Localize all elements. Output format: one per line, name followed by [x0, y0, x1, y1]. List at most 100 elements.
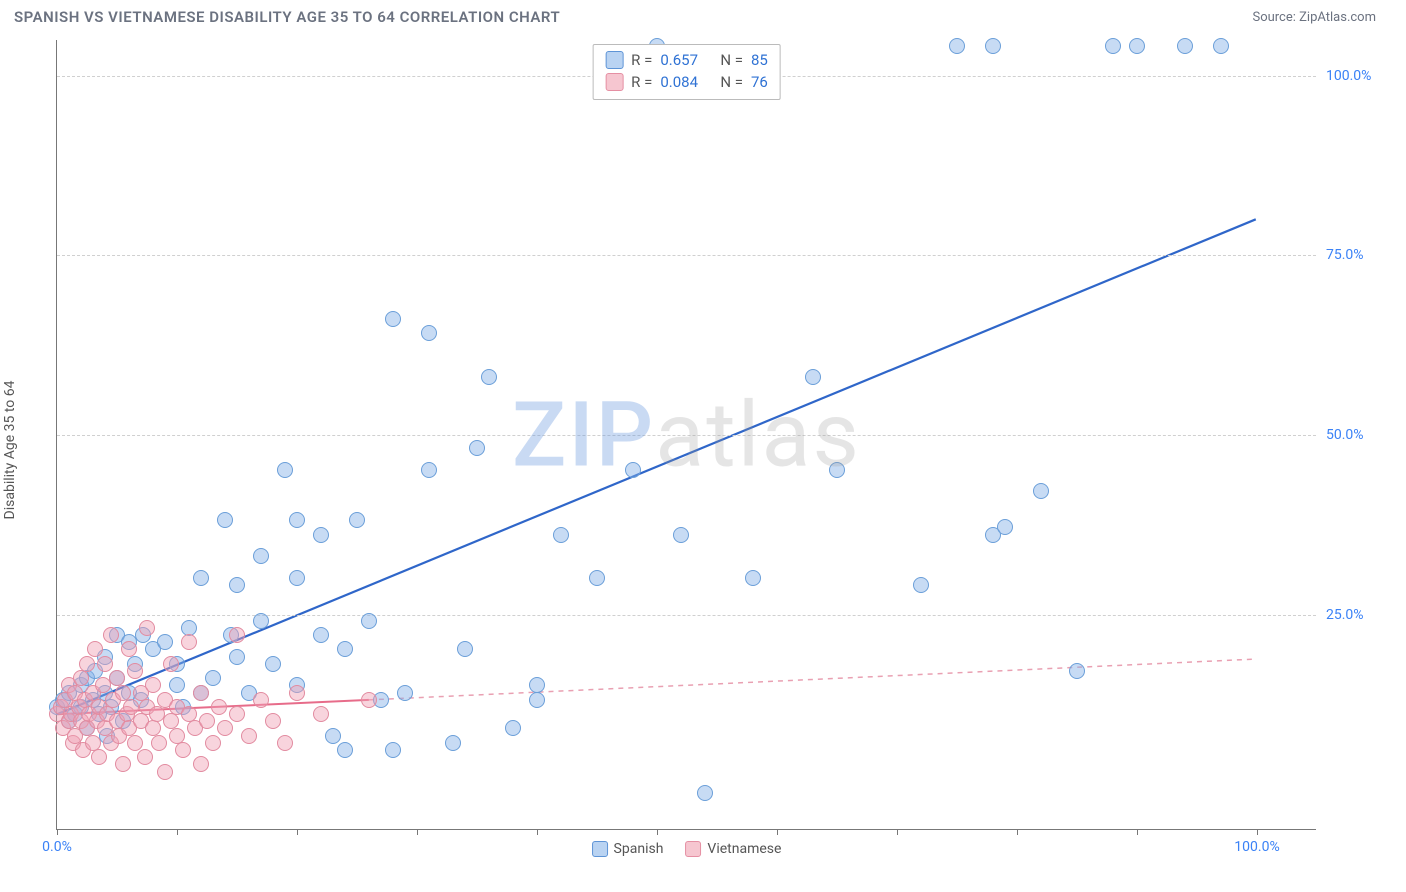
y-tick-label: 25.0% — [1326, 607, 1386, 623]
data-point — [103, 627, 119, 643]
data-point — [313, 706, 329, 722]
data-point — [505, 720, 521, 736]
data-point — [253, 548, 269, 564]
data-point — [289, 685, 305, 701]
data-point — [137, 749, 153, 765]
data-point — [121, 641, 137, 657]
data-point — [1033, 483, 1049, 499]
data-point — [529, 677, 545, 693]
data-point — [1105, 38, 1121, 54]
data-point — [1069, 663, 1085, 679]
data-point — [253, 613, 269, 629]
data-point — [229, 706, 245, 722]
data-point — [205, 735, 221, 751]
data-point — [745, 570, 761, 586]
data-point — [217, 512, 233, 528]
data-point — [385, 742, 401, 758]
data-point — [469, 440, 485, 456]
y-tick-label: 50.0% — [1326, 427, 1386, 443]
data-point — [949, 38, 965, 54]
data-point — [157, 634, 173, 650]
data-point — [337, 641, 353, 657]
legend-series: Spanish Vietnamese — [592, 841, 782, 857]
data-point — [79, 656, 95, 672]
data-point — [211, 699, 227, 715]
data-point — [349, 512, 365, 528]
source-link[interactable]: ZipAtlas.com — [1299, 10, 1376, 25]
data-point — [175, 742, 191, 758]
data-point — [289, 570, 305, 586]
data-point — [385, 311, 401, 327]
x-tick-label: 100.0% — [1234, 839, 1279, 855]
data-point — [625, 462, 641, 478]
data-point — [421, 325, 437, 341]
data-point — [289, 512, 305, 528]
data-point — [313, 527, 329, 543]
legend-row: R = 0.657 N = 85 — [605, 49, 768, 71]
data-point — [157, 764, 173, 780]
data-point — [217, 720, 233, 736]
data-point — [169, 677, 185, 693]
data-point — [73, 670, 89, 686]
data-point — [205, 670, 221, 686]
data-point — [1213, 38, 1229, 54]
data-point — [97, 656, 113, 672]
data-point — [361, 613, 377, 629]
y-tick-label: 75.0% — [1326, 247, 1386, 263]
data-point — [229, 627, 245, 643]
data-point — [337, 742, 353, 758]
data-point — [829, 462, 845, 478]
data-point — [913, 577, 929, 593]
chart-title: SPANISH VS VIETNAMESE DISABILITY AGE 35 … — [14, 8, 560, 26]
data-point — [985, 38, 1001, 54]
data-point — [313, 627, 329, 643]
data-point — [1177, 38, 1193, 54]
data-point — [277, 735, 293, 751]
data-point — [265, 713, 281, 729]
data-point — [589, 570, 605, 586]
data-point — [673, 527, 689, 543]
data-point — [87, 641, 103, 657]
data-point — [277, 462, 293, 478]
data-point — [229, 577, 245, 593]
data-point — [193, 685, 209, 701]
scatter-plot: ZIPatlas R = 0.657 N = 85 R = 0.084 N = … — [56, 40, 1316, 830]
legend-item: Spanish — [592, 841, 664, 857]
data-point — [139, 620, 155, 636]
data-point — [193, 756, 209, 772]
data-point — [91, 749, 107, 765]
data-point — [361, 692, 377, 708]
x-tick-label: 0.0% — [42, 839, 72, 855]
data-point — [553, 527, 569, 543]
data-point — [199, 713, 215, 729]
data-point — [445, 735, 461, 751]
data-point — [1129, 38, 1145, 54]
data-point — [193, 570, 209, 586]
data-point — [529, 692, 545, 708]
data-point — [151, 735, 167, 751]
data-point — [481, 369, 497, 385]
data-point — [181, 634, 197, 650]
legend-correlation: R = 0.657 N = 85 R = 0.084 N = 76 — [592, 44, 781, 100]
data-point — [805, 369, 821, 385]
data-point — [115, 756, 131, 772]
data-point — [325, 728, 341, 744]
data-point — [457, 641, 473, 657]
data-point — [997, 519, 1013, 535]
source-attribution: Source: ZipAtlas.com — [1252, 10, 1376, 25]
legend-row: R = 0.084 N = 76 — [605, 71, 768, 93]
data-point — [421, 462, 437, 478]
data-point — [265, 656, 281, 672]
data-point — [241, 728, 257, 744]
y-tick-label: 100.0% — [1326, 68, 1386, 84]
data-point — [253, 692, 269, 708]
y-axis-label: Disability Age 35 to 64 — [2, 381, 18, 520]
legend-item: Vietnamese — [685, 841, 781, 857]
data-point — [397, 685, 413, 701]
data-point — [127, 663, 143, 679]
data-point — [163, 656, 179, 672]
data-point — [229, 649, 245, 665]
data-point — [127, 735, 143, 751]
data-point — [145, 677, 161, 693]
data-point — [123, 699, 139, 715]
